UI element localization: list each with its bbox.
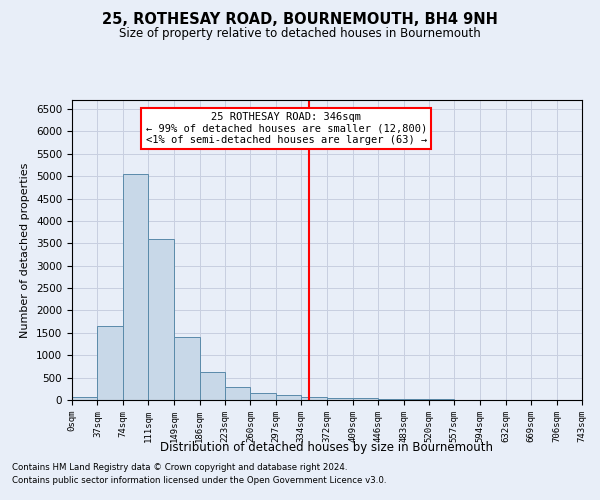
Text: 25 ROTHESAY ROAD: 346sqm
← 99% of detached houses are smaller (12,800)
<1% of se: 25 ROTHESAY ROAD: 346sqm ← 99% of detach…: [146, 112, 427, 145]
Bar: [148, 239, 174, 400]
Bar: [72, 397, 97, 400]
Text: Contains public sector information licensed under the Open Government Licence v3: Contains public sector information licen…: [12, 476, 386, 485]
Bar: [301, 396, 328, 400]
Bar: [276, 395, 301, 400]
Text: Contains HM Land Registry data © Crown copyright and database right 2024.: Contains HM Land Registry data © Crown c…: [12, 464, 347, 472]
Bar: [225, 387, 250, 400]
Text: 25, ROTHESAY ROAD, BOURNEMOUTH, BH4 9NH: 25, ROTHESAY ROAD, BOURNEMOUTH, BH4 9NH: [102, 12, 498, 28]
Bar: [123, 174, 148, 400]
Bar: [353, 398, 378, 400]
Text: Size of property relative to detached houses in Bournemouth: Size of property relative to detached ho…: [119, 28, 481, 40]
Y-axis label: Number of detached properties: Number of detached properties: [20, 162, 31, 338]
Bar: [174, 338, 200, 400]
Bar: [250, 393, 276, 400]
Text: Distribution of detached houses by size in Bournemouth: Distribution of detached houses by size …: [161, 441, 493, 454]
Bar: [328, 398, 353, 400]
Bar: [97, 326, 123, 400]
Bar: [404, 399, 429, 400]
Bar: [200, 372, 225, 400]
Bar: [378, 398, 404, 400]
